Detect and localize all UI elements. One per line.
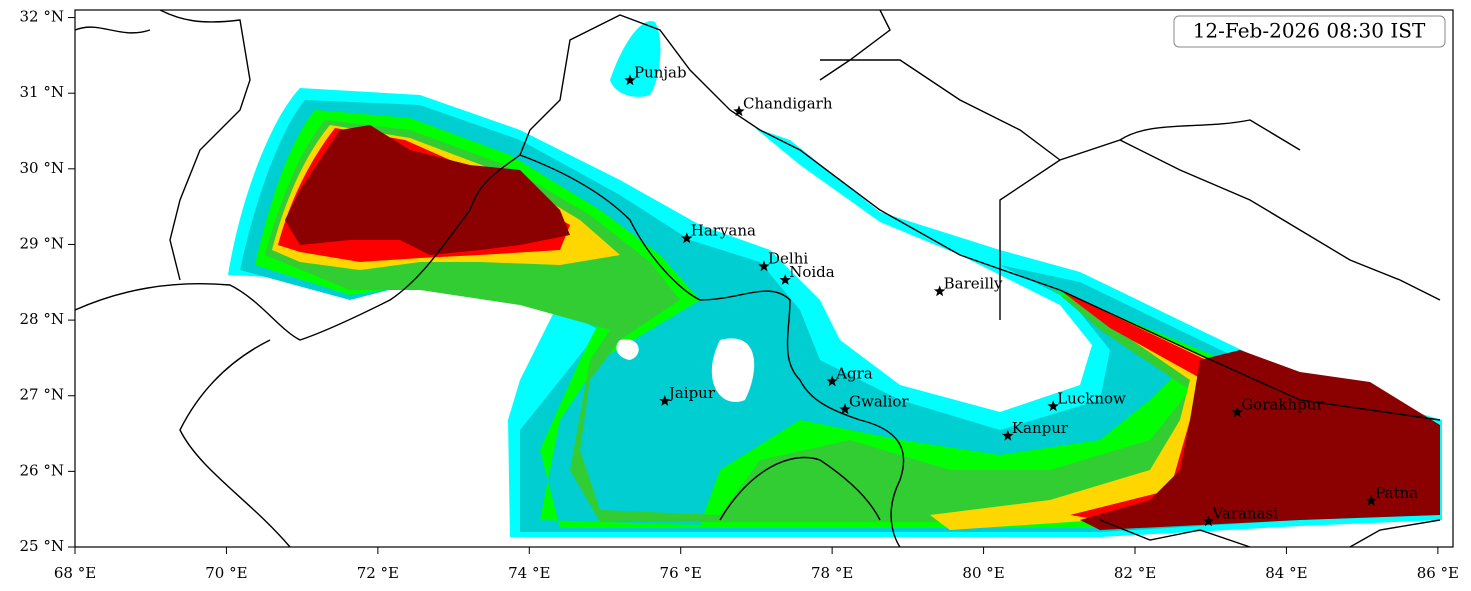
city-marker <box>1365 494 1377 506</box>
title: 12-Feb-2026 08:30 IST <box>1193 19 1426 43</box>
y-tick-label: 28 °N <box>20 310 64 328</box>
y-tick-label: 25 °N <box>20 537 64 555</box>
city-label: Agra <box>835 364 873 382</box>
city-marker <box>1047 400 1059 412</box>
y-tick-label: 32 °N <box>20 8 64 26</box>
city-marker <box>779 274 791 285</box>
city-marker <box>758 260 770 272</box>
city-label: Noida <box>789 263 835 281</box>
x-tick-label: 78 °E <box>811 564 853 582</box>
city-label: Chandigarh <box>743 94 833 112</box>
city-label: Kanpur <box>1012 419 1069 437</box>
city-marker <box>681 232 693 244</box>
x-tick-label: 74 °E <box>508 564 550 582</box>
city-marker <box>1002 429 1014 441</box>
city-marker <box>1202 515 1215 527</box>
x-tick-label: 76 °E <box>660 564 702 582</box>
city-label: Haryana <box>691 221 756 239</box>
contour-hole <box>616 338 755 402</box>
y-tick-label: 30 °N <box>20 159 64 177</box>
city-label: Varanasi <box>1211 504 1278 522</box>
contour-darkred <box>285 125 1440 530</box>
plot-frame <box>74 9 1454 548</box>
y-tick-label: 27 °N <box>20 386 64 404</box>
borders <box>75 10 1441 547</box>
city-marker <box>839 403 851 415</box>
contour-cyan-punjab <box>610 21 661 97</box>
y-tick-label: 29 °N <box>20 234 64 252</box>
city-label: Gwalior <box>849 392 909 410</box>
x-tick-label: 82 °E <box>1114 564 1156 582</box>
x-tick-label: 86 °E <box>1417 564 1459 582</box>
x-tick-label: 84 °E <box>1265 564 1307 582</box>
x-tick-label: 80 °E <box>962 564 1004 582</box>
city-label: Patna <box>1375 484 1418 502</box>
y-tick-label: 26 °N <box>20 461 64 479</box>
city-label: Lucknow <box>1057 389 1126 407</box>
city-label: Jaipur <box>667 384 716 402</box>
x-tick-label: 70 °E <box>205 564 247 582</box>
precip-field <box>75 10 1442 547</box>
city-marker <box>624 74 636 86</box>
city-label: Bareilly <box>944 274 1003 292</box>
city-label: Punjab <box>634 63 687 81</box>
city-marker <box>826 375 838 387</box>
city-marker <box>934 285 946 297</box>
city-label: Delhi <box>768 249 808 267</box>
city-marker <box>1231 406 1243 418</box>
x-tick-label: 68 °E <box>54 564 96 582</box>
title-box <box>1173 15 1446 48</box>
x-tick-label: 72 °E <box>357 564 399 582</box>
y-tick-label: 31 °N <box>20 83 64 101</box>
city-marker <box>733 105 745 117</box>
city-marker <box>659 395 671 406</box>
city-label: Gorakhpur <box>1241 395 1324 413</box>
